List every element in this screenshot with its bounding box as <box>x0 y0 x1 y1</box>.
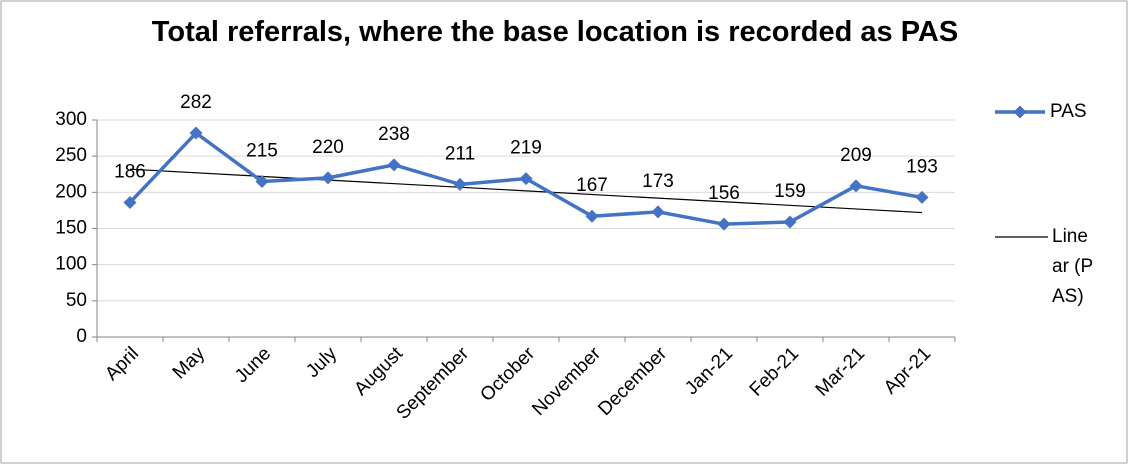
y-tick-label: 150 <box>55 218 87 239</box>
point <box>123 195 137 209</box>
chart-title: Total referrals, where the base location… <box>151 16 959 48</box>
y-tick-label: 200 <box>55 181 87 202</box>
data-label: 186 <box>114 161 146 182</box>
data-label: 167 <box>576 175 608 196</box>
data-label: 238 <box>378 124 410 145</box>
data-label: 156 <box>708 183 740 204</box>
point <box>453 177 467 191</box>
data-label: 159 <box>774 181 806 202</box>
y-tick-label: 50 <box>66 290 87 311</box>
point <box>849 179 863 193</box>
point <box>717 217 731 231</box>
legend-marker <box>1013 105 1027 119</box>
data-label: 282 <box>180 92 212 113</box>
point <box>321 171 335 185</box>
y-tick-label: 250 <box>55 145 87 166</box>
y-tick-label: 300 <box>55 109 87 130</box>
point <box>255 174 269 188</box>
data-label: 220 <box>312 137 344 158</box>
data-label: 215 <box>246 140 278 161</box>
point <box>651 205 665 219</box>
point <box>783 215 797 229</box>
legend-label: PAS <box>1050 101 1087 122</box>
data-label: 219 <box>510 138 542 159</box>
data-label: 209 <box>840 145 872 166</box>
legend-label: Linear (PAS) <box>1052 226 1094 307</box>
data-label: 173 <box>642 171 674 192</box>
point <box>915 190 929 204</box>
point <box>585 209 599 223</box>
point <box>519 172 533 186</box>
point <box>189 126 203 140</box>
data-label: 193 <box>906 156 938 177</box>
data-label: 211 <box>445 143 475 164</box>
y-tick-label: 100 <box>55 254 87 275</box>
point <box>387 158 401 172</box>
y-tick-label: 0 <box>76 326 87 347</box>
